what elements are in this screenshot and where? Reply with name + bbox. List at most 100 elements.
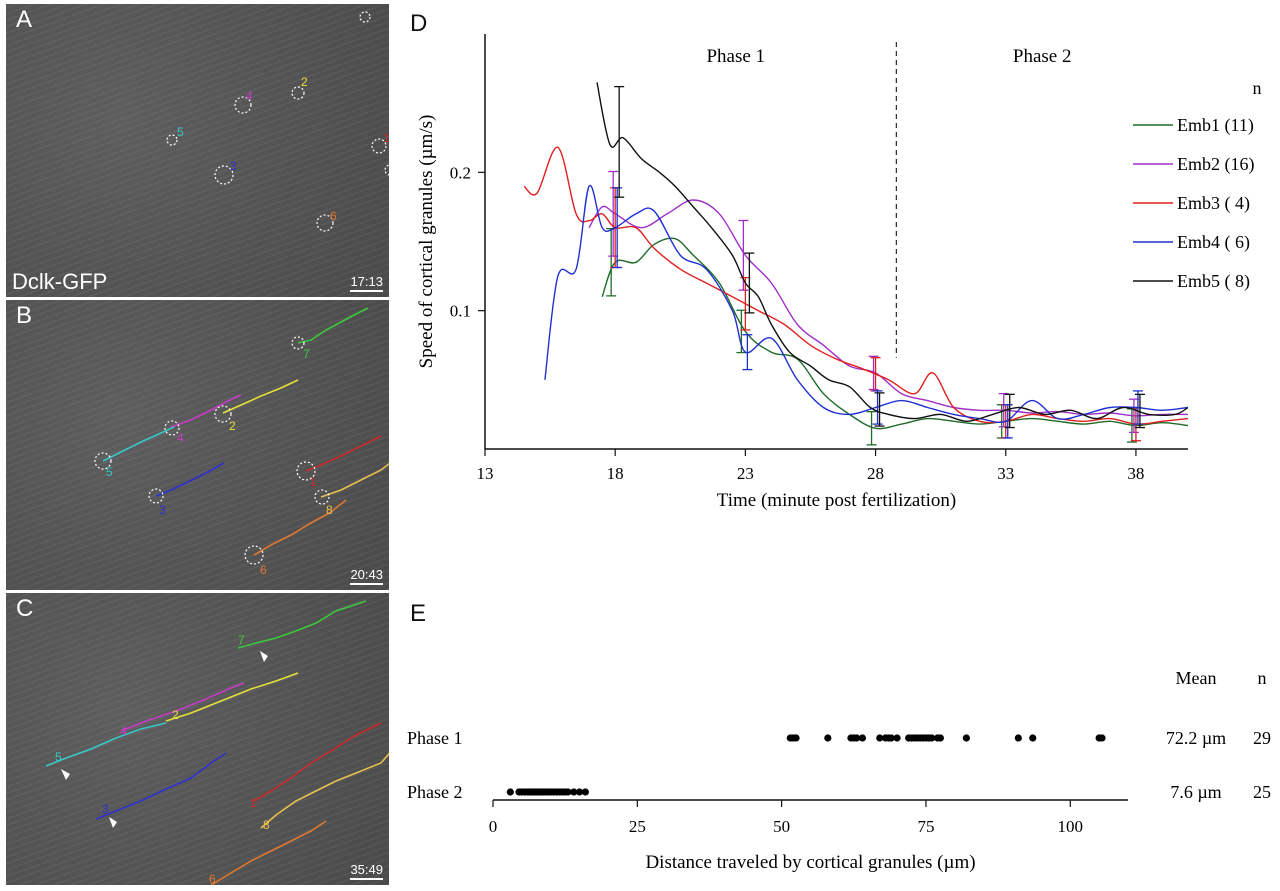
- arrowhead-icon: [260, 651, 268, 662]
- track-8: [260, 752, 389, 829]
- panel-label-e: E: [410, 600, 427, 627]
- granule-label: 5: [55, 750, 62, 764]
- row-n: 25: [1253, 782, 1271, 802]
- chart-legend: n Emb1 (11) Emb2 (16) Emb3 ( 4) Emb4 ( 6) Emb…: [1133, 78, 1262, 292]
- distance-dot: [962, 734, 970, 742]
- row-n: 29: [1253, 728, 1271, 748]
- track-6: [253, 499, 347, 556]
- track-6: [210, 820, 327, 885]
- track-7: [237, 600, 367, 649]
- distance-dot: [928, 734, 936, 742]
- track-5: [102, 426, 175, 462]
- track-3: [95, 752, 227, 820]
- granule-circle: [166, 134, 178, 146]
- legend-item: Emb3 ( 4): [1177, 193, 1250, 214]
- n-header: n: [1258, 668, 1267, 688]
- row-mean: 7.6 µm: [1170, 782, 1221, 802]
- track-1: [253, 722, 382, 802]
- x-tick-label: 28: [867, 464, 884, 483]
- granule-label: 1: [250, 796, 257, 810]
- granule-circle: [214, 405, 232, 423]
- legend-item: Emb1 (11): [1177, 115, 1254, 136]
- speed-chart: 13 18 23 28 33 38 0.1 0.2 Time (minute post fert…: [416, 34, 1262, 511]
- track-3: [155, 462, 225, 497]
- granule-circle: [244, 545, 264, 565]
- granule-label: 3: [102, 802, 109, 816]
- granule-circle: [94, 452, 112, 470]
- distance-axes: 0 25 50 75 100 Distance traveled by cortical …: [407, 668, 1271, 873]
- granule-circle: [164, 420, 180, 436]
- chart-lines: [523, 82, 1189, 446]
- granule-circle: [316, 214, 334, 232]
- x-tick-label: 50: [773, 817, 790, 836]
- distance-dot: [1098, 734, 1106, 742]
- distance-dot: [936, 734, 944, 742]
- granule-label: 4: [177, 431, 184, 445]
- granule-label: 8: [263, 818, 270, 832]
- x-tick-label: 25: [629, 817, 646, 836]
- y-tick-label: 0.1: [450, 302, 471, 321]
- legend-item: Emb4 ( 6): [1177, 232, 1250, 253]
- track-2: [222, 379, 299, 414]
- x-tick-label: 100: [1058, 817, 1084, 836]
- x-tick-label: 23: [737, 464, 754, 483]
- granule-label: 6: [330, 209, 337, 223]
- y-tick-label: 0.2: [450, 163, 471, 182]
- track-7: [297, 307, 369, 344]
- series-line-1: [601, 237, 1189, 430]
- granule-circle: [371, 138, 387, 154]
- granule-circle: [214, 165, 234, 185]
- granule-label: 5: [106, 465, 113, 479]
- granule-circle: [291, 336, 305, 350]
- panel-label-c: C: [16, 595, 34, 622]
- distance-dot: [506, 788, 514, 796]
- granule-label: 3: [230, 159, 237, 173]
- series-line-5: [596, 82, 1189, 423]
- distance-dot: [1029, 734, 1037, 742]
- panel-label-b: B: [16, 302, 33, 329]
- timestamp-a: 17:13: [350, 275, 383, 292]
- distance-dot: [853, 734, 861, 742]
- x-tick-label: 18: [607, 464, 624, 483]
- granule-label: 4: [120, 724, 127, 738]
- mean-header: Mean: [1176, 668, 1217, 688]
- distance-dot: [876, 734, 884, 742]
- granule-label: 2: [229, 419, 236, 433]
- distance-dot: [824, 734, 832, 742]
- granule-circle: [148, 488, 164, 504]
- granule-label: 2: [172, 708, 179, 722]
- timestamp-b: 20:43: [350, 568, 383, 585]
- granule-label: 1: [310, 475, 317, 489]
- x-tick-label: 0: [489, 817, 498, 836]
- granule-label: 6: [260, 563, 267, 577]
- distance-dot: [792, 734, 800, 742]
- granule-label: 4: [246, 89, 253, 103]
- granule-circle: [234, 96, 252, 114]
- series-line-3: [523, 146, 1189, 425]
- granule-circle: [291, 86, 305, 100]
- track-1: [305, 435, 382, 472]
- granule-overlay-a: 4 2 5 3 1 6: [166, 11, 389, 232]
- micrograph-panel-b: 7 4 2 5 3 1 8 6 B 20:43: [6, 300, 389, 590]
- granule-label: 3: [159, 503, 166, 517]
- distance-dot: [575, 788, 584, 796]
- row-label: Phase 2: [407, 782, 463, 802]
- x-tick-label: 75: [917, 817, 934, 836]
- granule-label: 7: [303, 347, 310, 361]
- marker-label: Dclk-GFP: [12, 269, 108, 294]
- track-4: [120, 682, 245, 732]
- granule-label: 2: [301, 75, 308, 89]
- granule-label: 1: [383, 131, 389, 145]
- granule-label: 6: [209, 872, 216, 885]
- distance-dot: [581, 788, 589, 796]
- legend-item: Emb2 (16): [1177, 154, 1254, 175]
- distance-dot: [1014, 734, 1022, 742]
- granule-overlay-c: 7 4 2 5 3 1 8 6: [45, 600, 389, 885]
- arrowhead-icon: [109, 817, 117, 828]
- series-line-2: [588, 199, 1189, 417]
- granule-label: 7: [238, 633, 245, 647]
- y-axis-label: Speed of cortical granules (µm/s): [416, 115, 437, 369]
- legend-item: Emb5 ( 8): [1177, 271, 1250, 292]
- distance-chart: 0 25 50 75 100 Distance traveled by cortical …: [407, 668, 1271, 873]
- x-tick-label: 38: [1127, 464, 1144, 483]
